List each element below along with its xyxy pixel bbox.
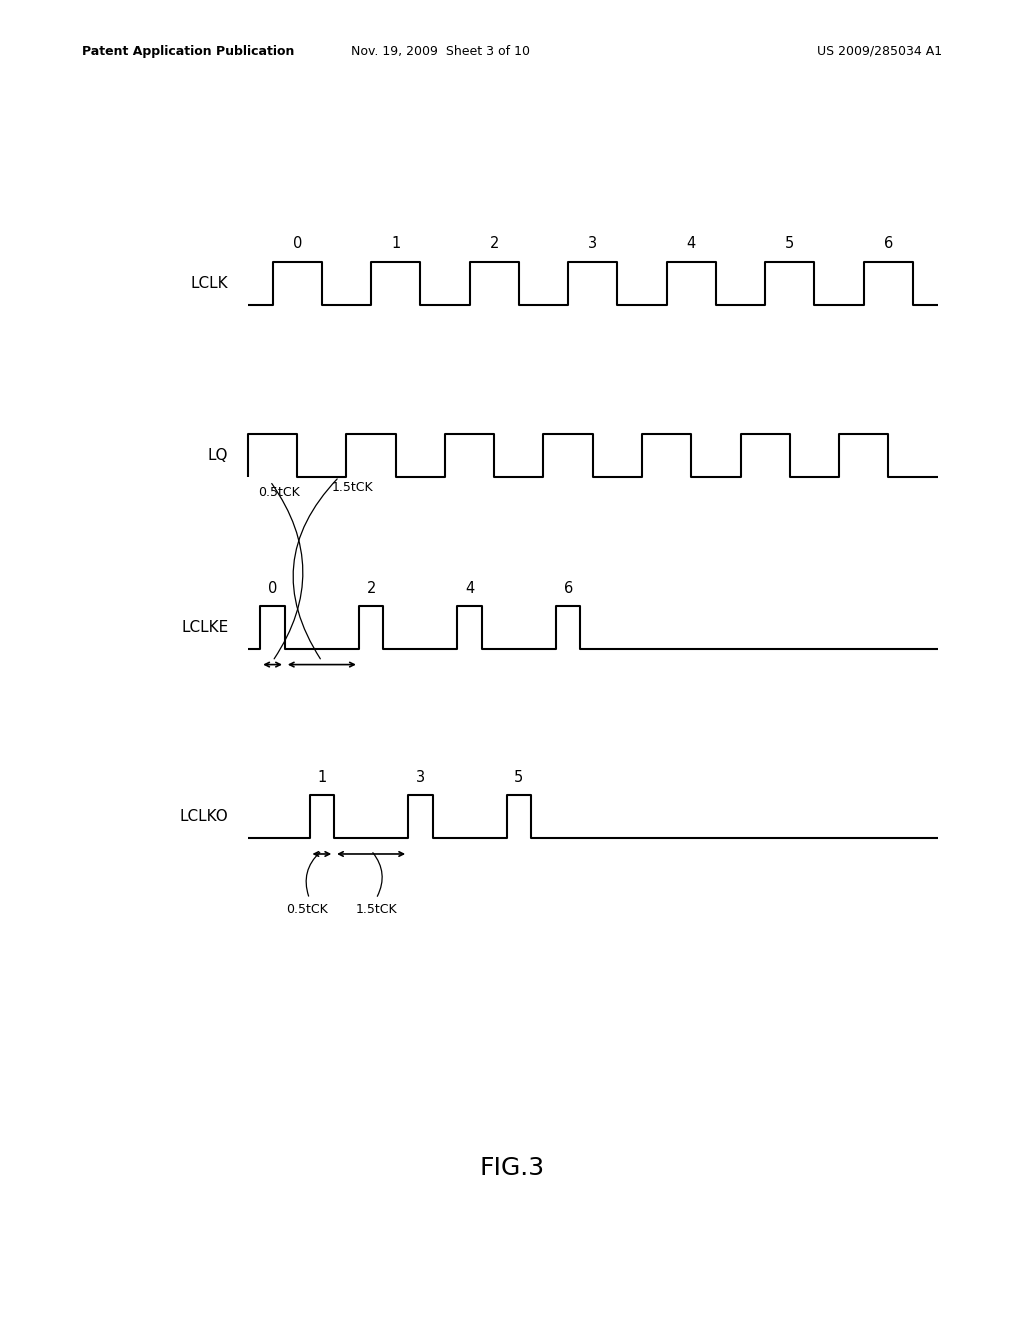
Text: 5: 5 bbox=[785, 236, 795, 251]
Text: LCLKE: LCLKE bbox=[181, 620, 228, 635]
Text: 5: 5 bbox=[514, 770, 523, 785]
Text: 0: 0 bbox=[268, 581, 278, 595]
Text: 1: 1 bbox=[391, 236, 400, 251]
Text: 4: 4 bbox=[687, 236, 696, 251]
Text: 0: 0 bbox=[293, 236, 302, 251]
Text: LCLK: LCLK bbox=[190, 276, 228, 290]
Text: LQ: LQ bbox=[208, 447, 228, 463]
Text: FIG.3: FIG.3 bbox=[479, 1156, 545, 1180]
Text: Nov. 19, 2009  Sheet 3 of 10: Nov. 19, 2009 Sheet 3 of 10 bbox=[351, 45, 529, 58]
Text: 3: 3 bbox=[416, 770, 425, 785]
Text: 1.5tCK: 1.5tCK bbox=[332, 482, 374, 494]
Text: 1.5tCK: 1.5tCK bbox=[355, 903, 397, 916]
Text: 3: 3 bbox=[588, 236, 597, 251]
Text: 2: 2 bbox=[367, 581, 376, 595]
Text: Patent Application Publication: Patent Application Publication bbox=[82, 45, 294, 58]
Text: 2: 2 bbox=[489, 236, 499, 251]
Text: 4: 4 bbox=[465, 581, 474, 595]
Text: 6: 6 bbox=[563, 581, 572, 595]
Text: 0.5tCK: 0.5tCK bbox=[286, 903, 328, 916]
Text: 0.5tCK: 0.5tCK bbox=[258, 486, 300, 499]
Text: 6: 6 bbox=[884, 236, 893, 251]
Text: US 2009/285034 A1: US 2009/285034 A1 bbox=[817, 45, 942, 58]
Text: 1: 1 bbox=[317, 770, 327, 785]
Text: LCLKO: LCLKO bbox=[179, 809, 228, 825]
